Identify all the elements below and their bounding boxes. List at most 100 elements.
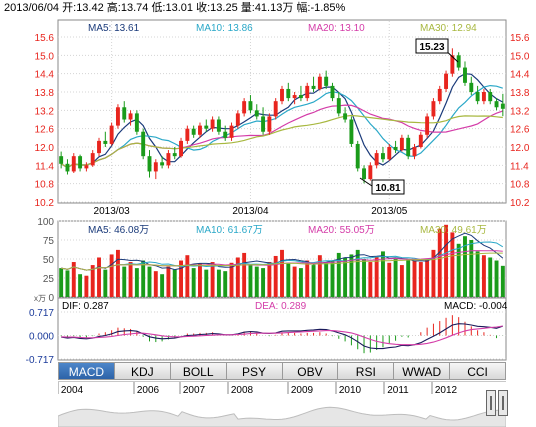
candle-body [198, 125, 202, 135]
macd-panel-frame [57, 297, 507, 361]
volume-bar [204, 269, 209, 297]
overview-navigator[interactable]: 2004 2006 2007 2008 2009 2010 2011 2012 [58, 381, 508, 427]
candle-body [355, 143, 360, 169]
volume-bar [185, 255, 190, 297]
macd-legend-macd: MACD: -0.004 [444, 301, 508, 312]
header-high: 13.74 [121, 2, 149, 14]
price-tick-label-left: 13.2 [35, 106, 55, 117]
overview-left-handle[interactable] [486, 390, 496, 416]
volume-bar [324, 262, 329, 297]
volume-bar [280, 249, 284, 297]
volume-bar [500, 265, 505, 297]
volume-bar [349, 254, 354, 297]
volume-bar [387, 262, 392, 297]
candle-body [115, 107, 120, 126]
vol-ma10-line [61, 241, 504, 271]
header-change: -1.85% [310, 2, 345, 14]
price-tick-label-left: 15.0 [35, 51, 55, 62]
volume-bar [147, 266, 152, 297]
macd-y-axis: 0.717 0.000 -0.717 [26, 308, 506, 366]
candle-body [500, 103, 505, 109]
volume-bar [109, 254, 114, 297]
candle-body [431, 101, 436, 117]
price-x-tick-label: 2013/05 [371, 206, 408, 217]
volume-bar [198, 263, 202, 297]
volume-bar [305, 260, 310, 297]
candle-body [305, 85, 310, 99]
volume-bar [412, 260, 417, 297]
candle-body [463, 67, 467, 83]
volume-bar [431, 249, 436, 297]
candle-body [475, 92, 480, 102]
volume-bar [153, 271, 158, 297]
candle-body [387, 147, 392, 160]
low-annotation: 10.81 [359, 177, 405, 195]
indicator-tabs: MACD KDJ BOLL PSY OBV RSI WWAD CCI [58, 362, 506, 380]
high-annotation-label: 15.23 [419, 42, 444, 53]
candle-body [343, 113, 348, 120]
overview-year-label: 2009 [291, 385, 314, 396]
volume-bar [488, 257, 493, 297]
candle-body [381, 153, 385, 160]
candle-body [166, 153, 171, 166]
price-tick-label-left: 13.8 [35, 88, 55, 99]
volume-bar [172, 269, 177, 297]
volume-bar [311, 265, 316, 297]
header-volume: 41.13万 [255, 2, 294, 14]
volume-bar [475, 251, 480, 297]
candle-body [65, 163, 70, 172]
price-tick-label-left: 12.0 [35, 143, 55, 154]
volume-bar [393, 257, 398, 297]
candle-body [368, 165, 373, 180]
volume-bar [97, 257, 101, 297]
volume-tick-label: 100 [37, 217, 54, 228]
candle-body [191, 128, 196, 135]
volume-bar [292, 266, 297, 297]
tab-wwad[interactable]: WWAD [394, 362, 451, 380]
volume-bar [355, 249, 360, 297]
candlesticks [59, 48, 505, 184]
volume-bar [90, 265, 95, 297]
candle-body [179, 140, 183, 157]
candle-body [298, 95, 303, 99]
tab-cci[interactable]: CCI [450, 362, 506, 380]
volume-bar [374, 255, 379, 297]
overview-year-label: 2008 [231, 385, 254, 396]
price-x-axis: 2013/03 2013/04 2013/05 [94, 206, 408, 217]
volume-bar [191, 268, 196, 297]
candle-body [103, 140, 108, 144]
overview-year-label: 2004 [61, 385, 84, 396]
overview-right-handle[interactable] [498, 390, 508, 416]
price-tick-label-left: 10.8 [35, 180, 55, 191]
volume-bar [494, 260, 499, 297]
volume-bar [235, 257, 240, 297]
candle-body [153, 162, 158, 172]
tab-kdj[interactable]: KDJ [114, 362, 171, 380]
ma5-line [60, 73, 504, 169]
candle-body [261, 116, 266, 132]
price-tick-label-right: 10.8 [510, 180, 530, 191]
volume-bar [210, 262, 215, 297]
tab-psy[interactable]: PSY [226, 362, 283, 380]
vol-legend-ma20: MA20: 55.05万 [308, 225, 375, 236]
header-date: 2013/06/04 [4, 2, 59, 14]
candle-body [469, 82, 474, 92]
vol-ma30-line [61, 252, 503, 271]
volume-bar [469, 240, 474, 297]
macd-lines [61, 323, 503, 350]
candle-body [216, 119, 221, 132]
candle-body [134, 113, 139, 132]
tab-macd[interactable]: MACD [58, 362, 115, 380]
macd-tick-label: 0.717 [29, 308, 54, 319]
candle-body [317, 76, 322, 89]
volume-bar [166, 266, 171, 297]
tab-rsi[interactable]: RSI [338, 362, 395, 380]
candle-body [450, 55, 455, 74]
volume-bar [65, 270, 70, 297]
moving-average-lines [60, 73, 504, 169]
candle-body [481, 92, 486, 102]
volume-bar [229, 262, 234, 297]
tab-obv[interactable]: OBV [282, 362, 339, 380]
tab-boll[interactable]: BOLL [170, 362, 227, 380]
low-annotation-label: 10.81 [375, 183, 400, 194]
